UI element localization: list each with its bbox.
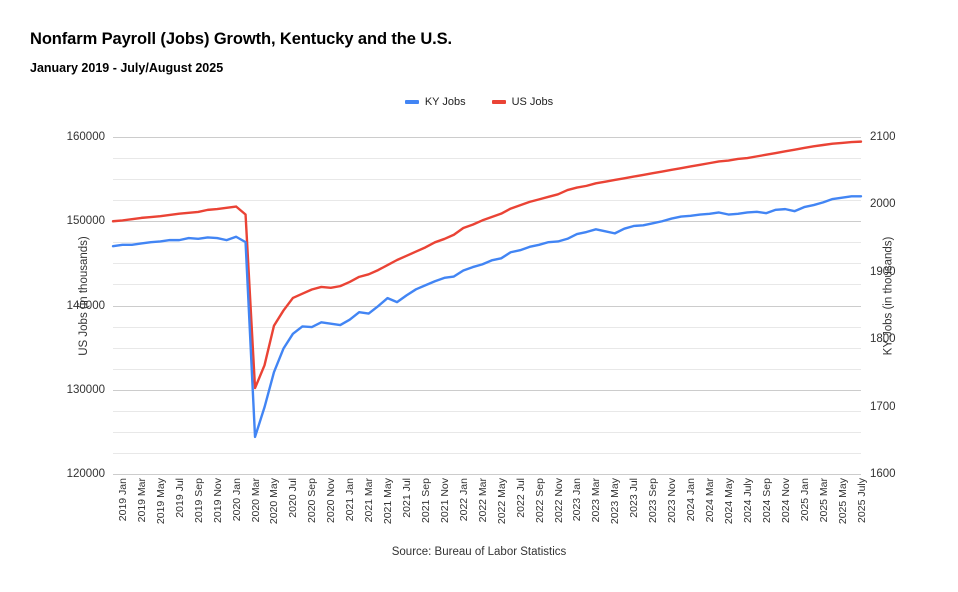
y-axis-right-tick: 2100	[870, 131, 896, 143]
gridline-minor	[113, 158, 861, 160]
x-axis-tick: 2022 Nov	[552, 478, 565, 523]
chart-subtitle: January 2019 - July/August 2025	[30, 61, 224, 75]
legend-item-ky-jobs[interactable]: KY Jobs	[404, 96, 466, 108]
y-axis-left-tick: 140000	[66, 299, 105, 312]
x-axis-tick: 2024 July	[741, 478, 754, 523]
gridline-minor	[113, 179, 861, 181]
x-axis-ticks: 2019 Jan 2019 Mar 2019 May 2019 Jul 2019 Sep…	[113, 478, 868, 542]
series-line-ky-jobs	[111, 195, 863, 439]
x-axis-tick: 2022 Sep	[533, 478, 546, 523]
plot-area	[111, 137, 863, 475]
series-lines	[111, 140, 863, 439]
x-axis-tick: 2025 July	[855, 478, 868, 523]
chart-legend: KY Jobs US Jobs	[0, 96, 958, 108]
x-axis-tick: 2024 Mar	[704, 478, 717, 523]
x-axis-tick: 2019 Mar	[135, 478, 148, 523]
x-axis-tick: 2021 Jul	[401, 478, 414, 518]
x-axis-tick: 2019 Jul	[173, 478, 186, 518]
x-axis-tick: 2022 May	[495, 478, 508, 525]
x-axis-tick: 2022 Jul	[514, 478, 527, 518]
y-axis-left-tick: 160000	[66, 131, 105, 143]
chart-title: Nonfarm Payroll (Jobs) Growth, Kentucky …	[30, 30, 453, 48]
x-axis-tick: 2023 Mar	[590, 478, 603, 523]
x-axis-tick: 2020 Sep	[306, 478, 319, 523]
y-axis-right-tick: 1800	[870, 333, 896, 346]
x-axis-tick: 2021 May	[382, 478, 395, 525]
y-axis-left-tick: 130000	[66, 383, 105, 396]
x-axis-tick: 2023 Jul	[628, 478, 641, 518]
x-axis-tick: 2019 Jan	[117, 478, 129, 522]
series-line-us-jobs	[111, 140, 863, 390]
gridline-minor	[113, 347, 861, 349]
x-axis-tick: 2023 Jan	[571, 478, 584, 522]
gridline-minor	[113, 431, 861, 433]
x-axis-tick: 2019 May	[154, 478, 167, 525]
x-axis-tick: 2022 Mar	[476, 478, 489, 523]
gridline-major	[113, 474, 861, 475]
x-axis-tick: 2025 Mar	[817, 478, 830, 523]
x-axis-tick: 2025 Jan	[798, 478, 811, 522]
x-axis-tick: 2020 Nov	[325, 478, 338, 523]
x-axis-tick: 2025 May	[836, 478, 849, 525]
y-axis-right-tick: 1900	[870, 265, 896, 278]
x-axis-tick: 2023 Nov	[666, 478, 679, 523]
legend-swatch-ky-jobs	[404, 100, 419, 104]
y-axis-right-tick: 1700	[870, 400, 896, 413]
gridline-minor	[113, 242, 861, 244]
gridline-major	[113, 305, 861, 307]
x-axis-tick: 2020 Jan	[230, 478, 243, 522]
y-axis-left-title: US Jobs (in thousands)	[77, 236, 90, 356]
legend-label-ky-jobs: KY Jobs	[424, 96, 466, 108]
y-axis-right-tick: 2000	[870, 198, 896, 211]
x-axis-tick: 2020 Jul	[287, 478, 300, 518]
gridline-minor	[113, 284, 861, 286]
gridline-minor	[113, 263, 861, 265]
x-axis-tick: 2020 Mar	[249, 478, 262, 523]
x-axis-tick: 2019 Nov	[211, 478, 224, 523]
gridline-minor	[113, 368, 861, 370]
x-axis-tick: 2024 Nov	[779, 478, 792, 523]
x-axis-tick: 2023 May	[609, 478, 622, 525]
gridline-major	[113, 137, 861, 138]
legend-item-us-jobs[interactable]: US Jobs	[491, 96, 554, 108]
gridline-minor	[113, 452, 861, 454]
gridline-major	[113, 389, 861, 391]
x-axis-tick: 2022 Jan	[457, 478, 470, 522]
gridline-major	[113, 221, 861, 223]
x-axis-tick: 2024 Sep	[760, 478, 773, 523]
x-axis-tick: 2020 May	[268, 478, 281, 525]
x-axis-tick: 2021 Jan	[344, 478, 357, 522]
x-axis-tick: 2024 Jan	[685, 478, 698, 522]
gridline-minor	[113, 200, 861, 202]
legend-label-us-jobs: US Jobs	[511, 96, 554, 108]
gridline-minor	[113, 410, 861, 412]
x-axis-tick: 2024 May	[722, 478, 735, 525]
y-axis-left-tick: 120000	[66, 468, 105, 480]
y-axis-left-tick: 150000	[66, 215, 105, 228]
y-axis-right-tick: 1600	[870, 468, 896, 480]
x-axis-tick: 2023 Sep	[647, 478, 660, 523]
x-axis-tick: 2021 Mar	[363, 478, 376, 523]
x-axis-tick: 2019 Sep	[192, 478, 205, 523]
source-note: Source: Bureau of Labor Statistics	[391, 546, 567, 558]
gridline-minor	[113, 326, 861, 328]
legend-swatch-us-jobs	[491, 100, 506, 104]
x-axis-tick: 2021 Nov	[438, 478, 451, 523]
x-axis-tick: 2021 Sep	[419, 478, 432, 523]
